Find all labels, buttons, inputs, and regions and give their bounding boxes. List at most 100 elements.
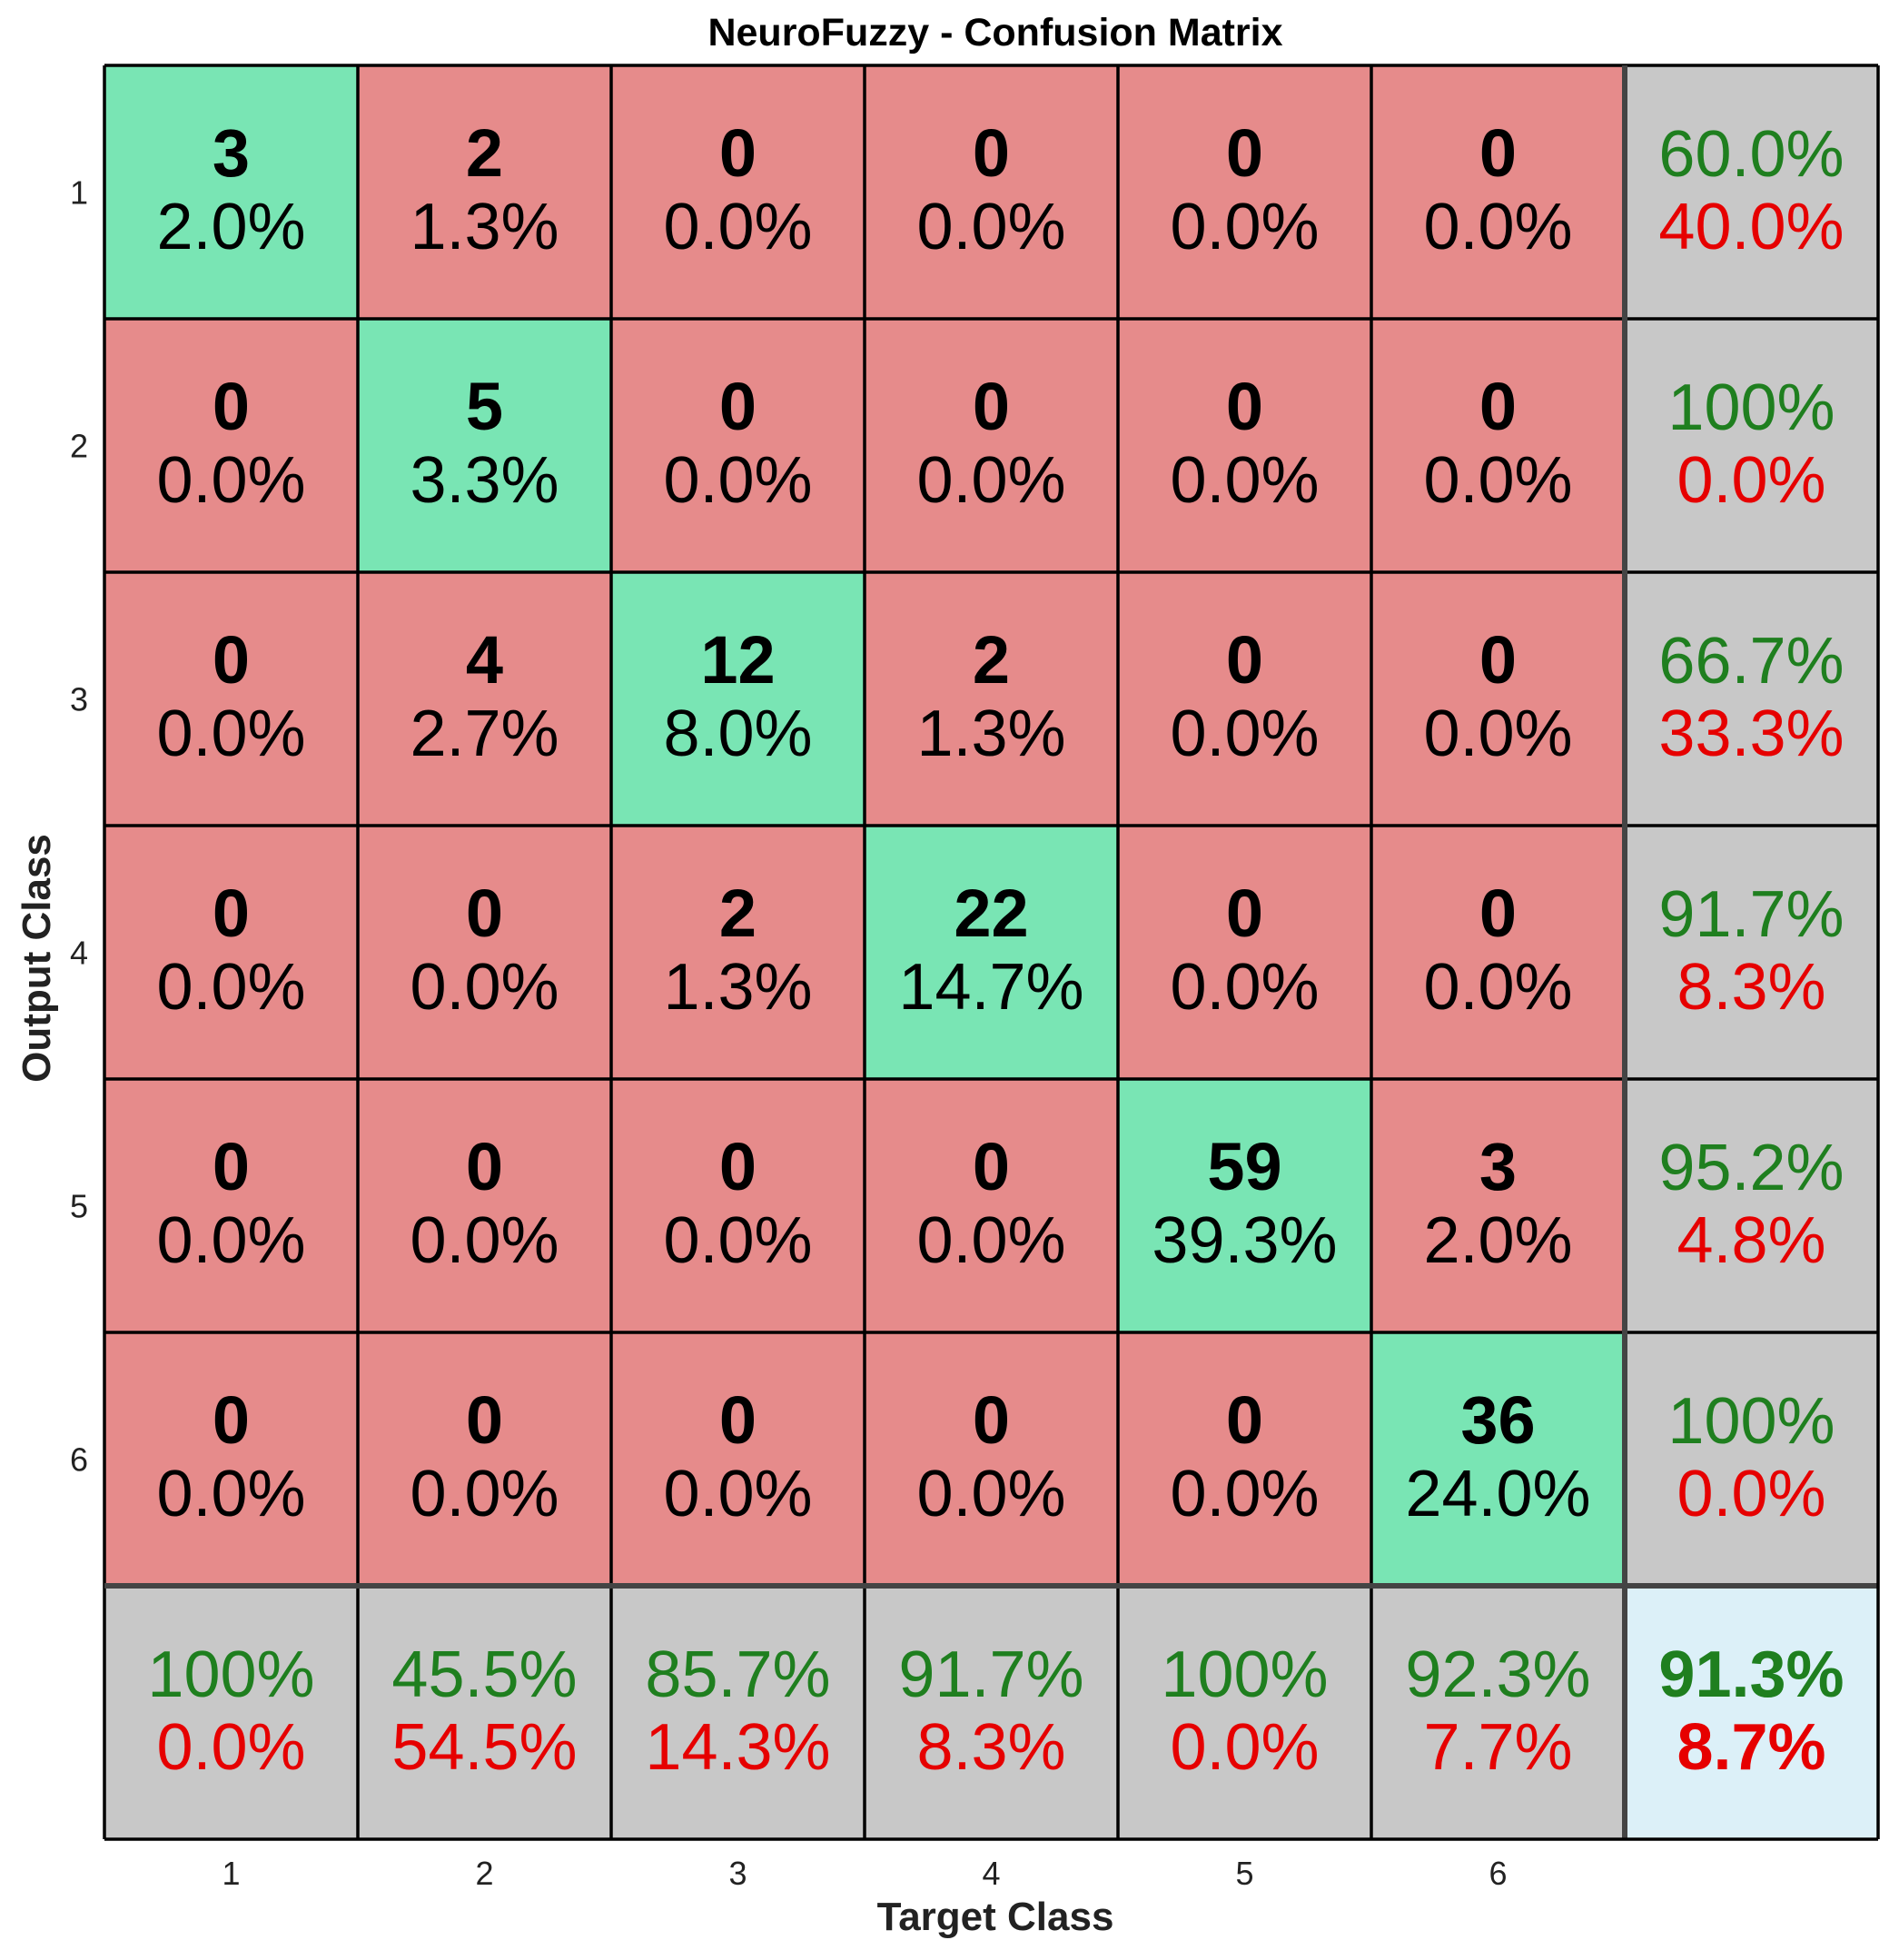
off-diagonal-cell: [865, 1332, 1118, 1586]
cell-count: 0: [213, 1129, 250, 1204]
column-summary-cell: [1371, 1586, 1625, 1839]
x-tick-label: 4: [982, 1855, 1000, 1892]
cell-percent: 0.0%: [1170, 191, 1319, 263]
off-diagonal-cell: [1118, 319, 1371, 572]
cell-percent: 3.3%: [410, 444, 559, 517]
cell-count: 0: [973, 115, 1010, 191]
off-diagonal-cell: [865, 1079, 1118, 1332]
x-tick-label: 2: [475, 1855, 493, 1892]
column-summary-cell: [611, 1586, 865, 1839]
cell-count: 0: [719, 369, 757, 444]
row-precision: 100%: [1667, 371, 1835, 444]
cell-count: 0: [466, 876, 503, 951]
diagonal-cell: [1118, 1079, 1371, 1332]
off-diagonal-cell: [611, 826, 865, 1079]
cell-count: 0: [1226, 1382, 1263, 1458]
column-error: 14.3%: [645, 1711, 830, 1784]
cell-count: 0: [973, 1382, 1010, 1458]
row-summary-cell: [1625, 319, 1878, 572]
off-diagonal-cell: [611, 1079, 865, 1332]
off-diagonal-cell: [611, 319, 865, 572]
cell-count: 0: [466, 1382, 503, 1458]
off-diagonal-cell: [611, 1332, 865, 1586]
off-diagonal-cell: [104, 826, 358, 1079]
off-diagonal-cell: [358, 1332, 611, 1586]
cell-count: 0: [973, 1129, 1010, 1204]
x-axis-label: Target Class: [877, 1895, 1114, 1939]
off-diagonal-cell: [1371, 65, 1625, 319]
cell-count: 0: [719, 115, 757, 191]
cell-percent: 2.0%: [1423, 1204, 1572, 1277]
cell-percent: 0.0%: [156, 951, 305, 1024]
x-tick-label: 6: [1489, 1855, 1507, 1892]
column-recall: 85.7%: [645, 1638, 830, 1711]
overall-accuracy-cell: [1625, 1586, 1878, 1839]
cell-percent: 0.0%: [156, 1204, 305, 1277]
cell-count: 0: [1479, 115, 1517, 191]
cell-percent: 0.0%: [1423, 951, 1572, 1024]
cell-count: 0: [213, 876, 250, 951]
row-precision: 100%: [1667, 1385, 1835, 1458]
cell-percent: 8.0%: [663, 698, 812, 770]
cell-count: 0: [1226, 622, 1263, 698]
row-precision: 91.7%: [1658, 878, 1844, 951]
y-tick-label: 2: [70, 428, 88, 465]
cell-percent: 0.0%: [663, 191, 812, 263]
cell-count: 0: [1226, 369, 1263, 444]
cell-percent: 2.0%: [156, 191, 305, 263]
cell-count: 0: [1226, 876, 1263, 951]
overall-error: 8.7%: [1676, 1711, 1825, 1784]
diagonal-cell: [358, 319, 611, 572]
y-tick-label: 4: [70, 935, 88, 972]
diagonal-cell: [104, 65, 358, 319]
cell-percent: 39.3%: [1152, 1204, 1337, 1277]
off-diagonal-cell: [1118, 65, 1371, 319]
off-diagonal-cell: [865, 319, 1118, 572]
y-tick-label: 1: [70, 174, 88, 212]
cell-percent: 0.0%: [1423, 698, 1572, 770]
cell-count: 36: [1460, 1382, 1535, 1458]
column-summary-cell: [865, 1586, 1118, 1839]
cell-count: 2: [973, 622, 1010, 698]
cell-percent: 0.0%: [916, 1458, 1065, 1530]
column-error: 8.3%: [916, 1711, 1065, 1784]
cell-count: 0: [466, 1129, 503, 1204]
diagonal-cell: [611, 572, 865, 826]
column-error: 0.0%: [156, 1711, 305, 1784]
cell-percent: 0.0%: [1170, 1458, 1319, 1530]
row-error: 0.0%: [1676, 1458, 1825, 1530]
cell-count: 0: [213, 369, 250, 444]
y-tick-label: 6: [70, 1441, 88, 1479]
y-axis-label: Output Class: [15, 834, 59, 1083]
off-diagonal-cell: [104, 1079, 358, 1332]
off-diagonal-cell: [865, 572, 1118, 826]
cell-percent: 0.0%: [916, 444, 1065, 517]
cell-percent: 0.0%: [663, 1204, 812, 1277]
cell-percent: 0.0%: [1170, 951, 1319, 1024]
cell-percent: 0.0%: [410, 1204, 559, 1277]
off-diagonal-cell: [1118, 572, 1371, 826]
cell-count: 0: [1226, 115, 1263, 191]
y-tick-label: 5: [70, 1188, 88, 1225]
cell-percent: 0.0%: [916, 1204, 1065, 1277]
cell-count: 4: [466, 622, 503, 698]
column-error: 0.0%: [1170, 1711, 1319, 1784]
column-recall: 92.3%: [1405, 1638, 1590, 1711]
cell-percent: 0.0%: [663, 444, 812, 517]
x-tick-label: 5: [1235, 1855, 1253, 1892]
cell-percent: 0.0%: [410, 1458, 559, 1530]
cell-count: 0: [213, 1382, 250, 1458]
off-diagonal-cell: [358, 65, 611, 319]
column-recall: 45.5%: [391, 1638, 577, 1711]
row-summary-cell: [1625, 826, 1878, 1079]
column-recall: 100%: [147, 1638, 314, 1711]
cell-percent: 24.0%: [1405, 1458, 1590, 1530]
cell-count: 2: [466, 115, 503, 191]
column-summary-cell: [1118, 1586, 1371, 1839]
diagonal-cell: [865, 826, 1118, 1079]
cell-count: 0: [1479, 369, 1517, 444]
cell-count: 12: [700, 622, 775, 698]
y-tick-label: 3: [70, 681, 88, 718]
cell-percent: 0.0%: [156, 698, 305, 770]
